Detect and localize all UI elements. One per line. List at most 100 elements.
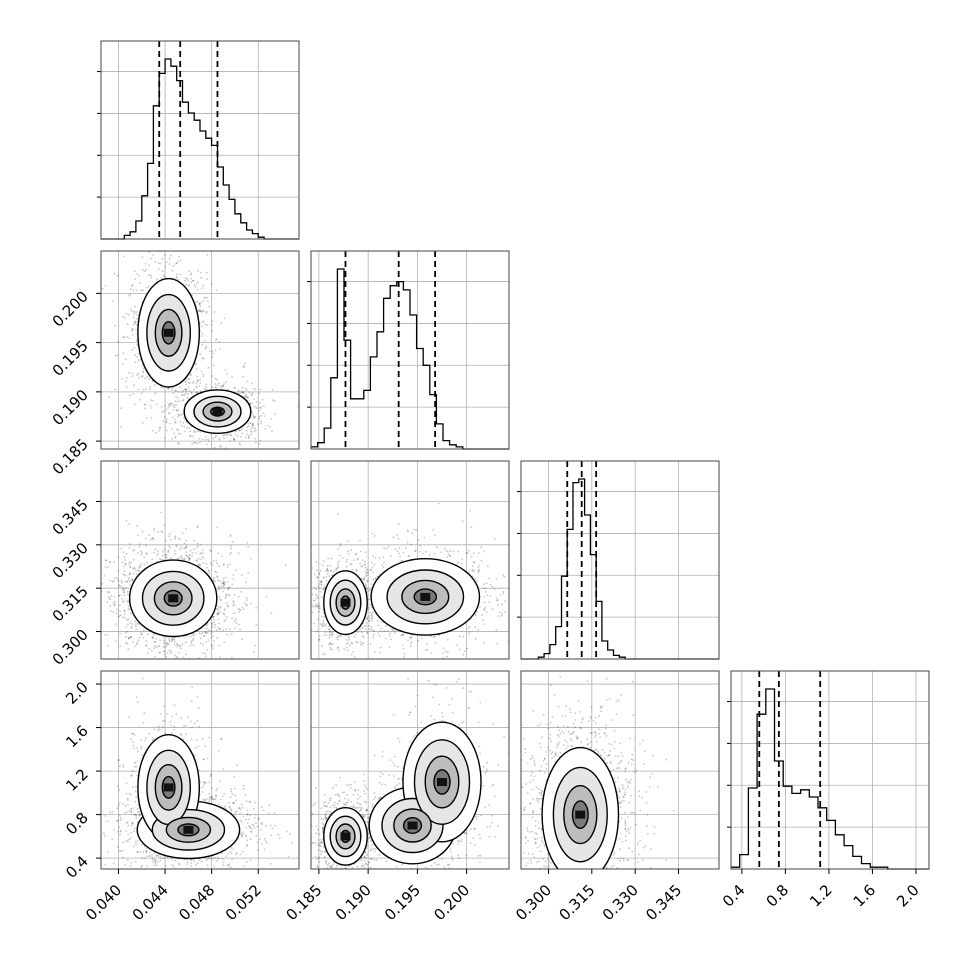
- sample-point: [201, 231, 203, 233]
- sample-point: [255, 624, 257, 626]
- sample-point: [140, 632, 142, 634]
- sample-point: [136, 374, 138, 376]
- sample-point: [263, 412, 265, 414]
- sample-point: [142, 422, 144, 424]
- histogram-step: [101, 59, 299, 239]
- sample-point: [365, 567, 367, 569]
- sample-point: [116, 578, 118, 580]
- sample-point: [224, 608, 226, 610]
- sample-point: [255, 442, 257, 444]
- sample-point: [214, 447, 216, 449]
- sample-point: [331, 634, 333, 636]
- sample-point: [171, 389, 173, 391]
- sample-point: [193, 280, 195, 282]
- sample-point: [229, 563, 231, 565]
- sample-point: [223, 582, 225, 584]
- sample-point: [231, 618, 233, 620]
- sample-point: [202, 374, 204, 376]
- sample-point: [386, 548, 388, 550]
- sample-point: [187, 556, 189, 558]
- sample-point: [248, 454, 250, 456]
- sample-point: [132, 393, 134, 395]
- sample-point: [473, 663, 475, 665]
- sample-point: [246, 599, 248, 601]
- sample-point: [360, 644, 362, 646]
- sample-point: [158, 645, 160, 647]
- sample-point: [369, 620, 371, 622]
- sample-point: [333, 662, 335, 664]
- sample-point: [383, 547, 385, 549]
- sample-point: [163, 549, 165, 551]
- sample-point: [250, 603, 252, 605]
- sample-point: [146, 562, 148, 564]
- sample-point: [131, 349, 133, 351]
- sample-point: [410, 643, 412, 645]
- sample-point: [205, 345, 207, 347]
- sample-point: [417, 640, 419, 642]
- sample-point: [196, 547, 198, 549]
- sample-point: [99, 609, 101, 611]
- sample-point: [205, 324, 207, 326]
- sample-point: [355, 634, 357, 636]
- sample-point: [135, 321, 137, 323]
- sample-point: [321, 616, 323, 618]
- sample-point: [246, 434, 248, 436]
- sample-point: [129, 580, 131, 582]
- sample-point: [139, 565, 141, 567]
- sample-point: [325, 653, 327, 655]
- sample-point: [327, 573, 329, 575]
- sample-point: [346, 559, 348, 561]
- sample-point: [170, 255, 172, 257]
- sample-point: [371, 618, 373, 620]
- sample-point: [407, 529, 409, 531]
- sample-point: [436, 546, 438, 548]
- sample-point: [325, 631, 327, 633]
- sample-point: [347, 649, 349, 651]
- sample-point: [274, 413, 276, 415]
- histogram-panel: [97, 41, 299, 239]
- sample-point: [216, 575, 218, 577]
- sample-point: [335, 569, 337, 571]
- sample-point: [169, 263, 171, 265]
- sample-point: [148, 264, 150, 266]
- sample-point: [207, 439, 209, 441]
- sample-point: [202, 333, 204, 335]
- sample-point: [146, 640, 148, 642]
- sample-point: [348, 635, 350, 637]
- sample-point: [214, 624, 216, 626]
- sample-point: [221, 555, 223, 557]
- sample-point: [496, 578, 498, 580]
- sample-point: [152, 254, 154, 256]
- sample-point: [172, 639, 174, 641]
- sample-point: [211, 625, 213, 627]
- sample-point: [188, 427, 190, 429]
- sample-point: [184, 542, 186, 544]
- sample-point: [471, 556, 473, 558]
- sample-point: [193, 548, 195, 550]
- sample-point: [373, 634, 375, 636]
- sample-point: [143, 564, 145, 566]
- sample-point: [233, 600, 235, 602]
- sample-point: [185, 393, 187, 395]
- sample-point: [197, 381, 199, 383]
- sample-point: [153, 552, 155, 554]
- sample-point: [219, 348, 221, 350]
- sample-point: [110, 610, 112, 612]
- sample-point: [180, 555, 182, 557]
- sample-point: [228, 595, 230, 597]
- sample-point: [241, 638, 243, 640]
- sample-point: [120, 614, 122, 616]
- sample-point: [312, 593, 314, 595]
- sample-point: [219, 607, 221, 609]
- sample-point: [426, 649, 428, 651]
- sample-point: [259, 443, 261, 445]
- sample-point: [227, 567, 229, 569]
- sample-point: [340, 636, 342, 638]
- sample-point: [170, 557, 172, 559]
- sample-point: [124, 559, 126, 561]
- sample-point: [448, 553, 450, 555]
- sample-point: [365, 628, 367, 630]
- sample-point: [115, 623, 117, 625]
- sample-point: [231, 376, 233, 378]
- sample-point: [309, 586, 311, 588]
